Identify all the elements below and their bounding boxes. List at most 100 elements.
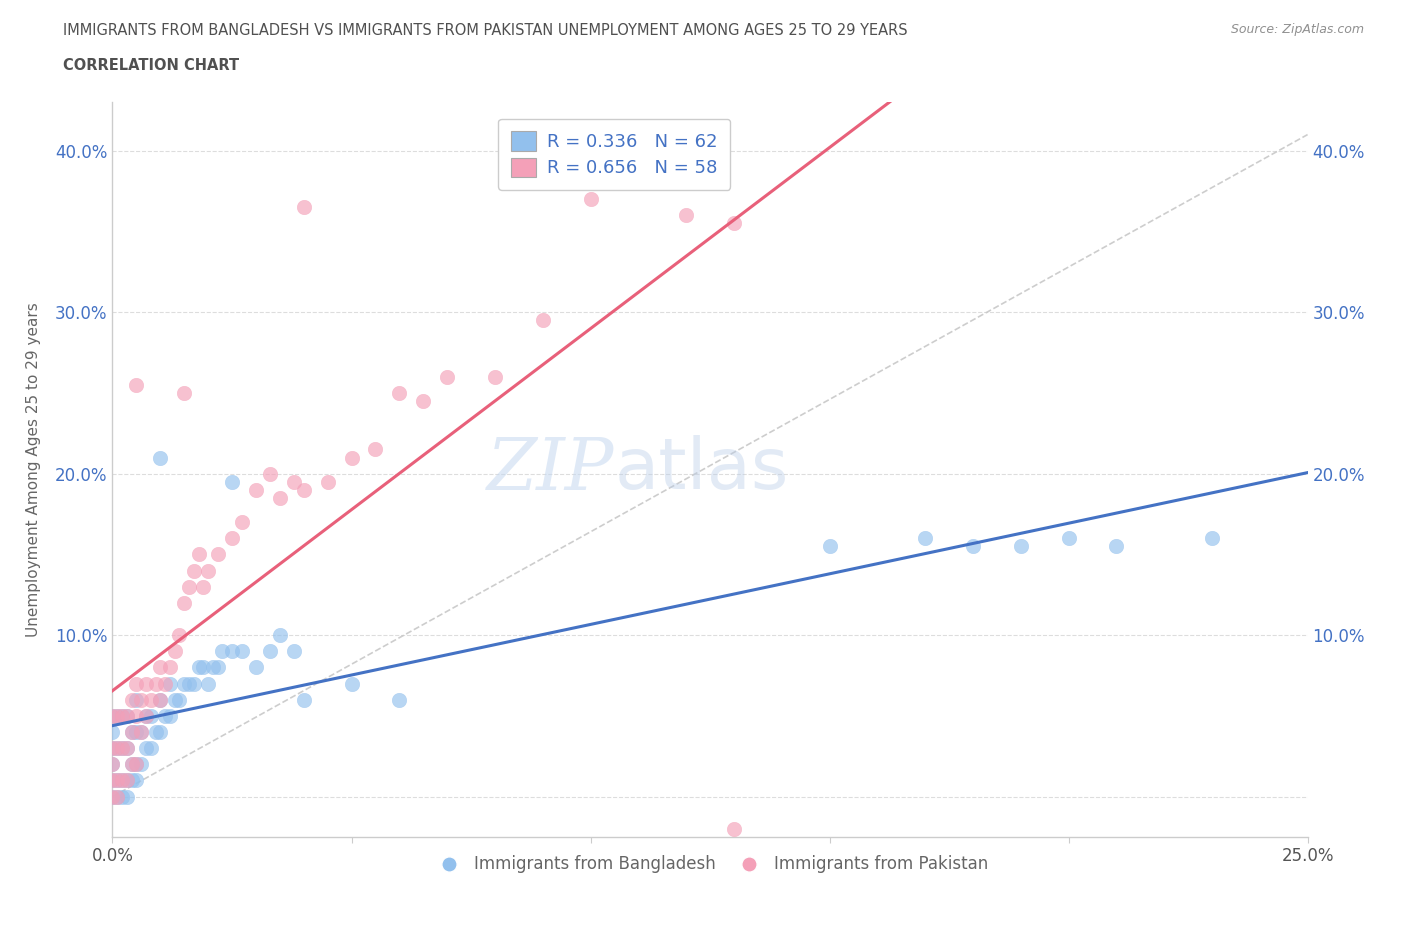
Point [111,741,134,756]
Point [221,474,243,489]
Point [125,724,148,739]
Point [101,757,124,772]
Point [818,538,841,553]
Point [163,644,186,658]
Point [145,724,167,739]
Point [111,790,134,804]
Point [914,531,936,546]
Point [231,644,253,658]
Point [115,709,138,724]
Point [105,709,128,724]
Point [364,442,387,457]
Point [111,709,134,724]
Point [193,579,215,594]
Point [207,547,229,562]
Point [283,644,305,658]
Point [101,741,124,756]
Point [135,741,157,756]
Point [197,564,219,578]
Text: atlas: atlas [614,435,789,504]
Point [201,660,224,675]
Point [340,676,363,691]
Point [101,790,124,804]
Point [101,709,124,724]
Point [962,538,984,553]
Point [412,393,434,408]
Point [221,644,243,658]
Point [193,660,215,675]
Y-axis label: Unemployment Among Ages 25 to 29 years: Unemployment Among Ages 25 to 29 years [25,302,41,637]
Point [121,692,143,707]
Point [125,378,148,392]
Point [149,724,172,739]
Point [187,660,209,675]
Point [105,741,128,756]
Point [125,692,148,707]
Point [139,709,162,724]
Point [125,757,148,772]
Point [115,790,138,804]
Point [173,676,195,691]
Point [105,790,128,804]
Point [197,676,219,691]
Point [139,741,162,756]
Point [183,676,205,691]
Point [173,595,195,610]
Point [579,192,602,206]
Point [125,773,148,788]
Point [259,644,281,658]
Point [135,709,157,724]
Point [163,692,186,707]
Point [1010,538,1032,553]
Point [101,757,124,772]
Point [292,483,315,498]
Point [153,709,176,724]
Point [121,757,143,772]
Point [207,660,229,675]
Point [115,773,138,788]
Point [129,724,152,739]
Point [292,692,315,707]
Point [129,757,152,772]
Point [531,312,554,327]
Point [269,628,291,643]
Point [1201,531,1223,546]
Text: CORRELATION CHART: CORRELATION CHART [63,58,239,73]
Point [135,676,157,691]
Point [111,773,134,788]
Point [183,564,205,578]
Point [231,514,253,529]
Point [101,741,124,756]
Point [1057,531,1080,546]
Point [221,531,243,546]
Point [125,757,148,772]
Point [121,773,143,788]
Point [259,466,281,481]
Point [101,709,124,724]
Point [159,676,181,691]
Point [121,724,143,739]
Text: Source: ZipAtlas.com: Source: ZipAtlas.com [1230,23,1364,36]
Point [105,709,128,724]
Point [111,709,134,724]
Point [388,386,411,401]
Point [283,474,305,489]
Point [111,741,134,756]
Point [149,660,172,675]
Text: ZIP: ZIP [486,434,614,505]
Point [105,773,128,788]
Point [101,773,124,788]
Point [316,474,339,489]
Point [169,628,191,643]
Point [101,773,124,788]
Point [484,369,506,384]
Point [388,692,411,707]
Point [135,709,157,724]
Point [101,724,124,739]
Point [129,724,152,739]
Point [129,692,152,707]
Point [115,741,138,756]
Point [269,490,291,505]
Point [292,200,315,215]
Point [436,369,458,384]
